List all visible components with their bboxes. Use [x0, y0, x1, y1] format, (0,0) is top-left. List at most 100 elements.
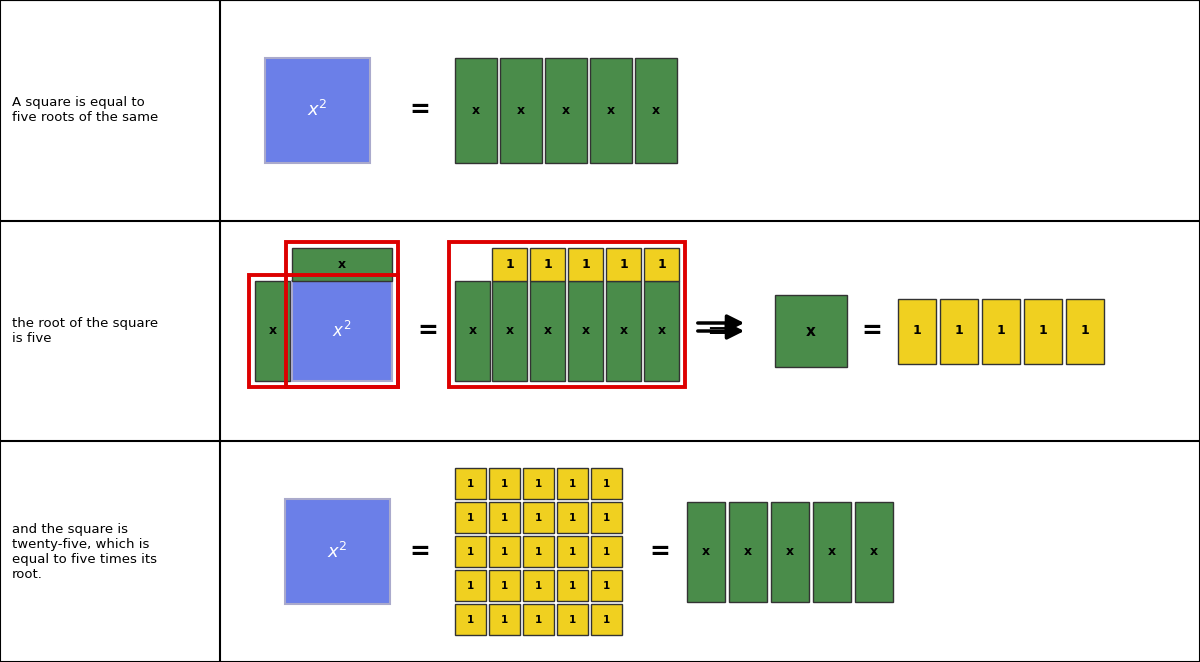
Text: x: x [658, 324, 666, 338]
Text: $x^2$: $x^2$ [307, 101, 328, 120]
Bar [455, 604, 486, 635]
Bar [557, 502, 588, 533]
Text: x: x [562, 104, 570, 117]
Text: x: x [517, 104, 526, 117]
Text: x: x [505, 324, 514, 338]
Bar [523, 536, 554, 567]
Text: 1: 1 [500, 479, 508, 489]
Bar [545, 58, 587, 163]
Bar [814, 502, 851, 602]
Bar [490, 570, 520, 601]
Text: 1: 1 [1039, 324, 1048, 338]
Bar [982, 299, 1020, 363]
Text: 1: 1 [602, 479, 610, 489]
Text: x: x [338, 258, 346, 271]
Bar [644, 281, 679, 381]
Bar [592, 502, 622, 533]
Text: 1: 1 [569, 581, 576, 591]
Bar [530, 281, 565, 381]
Text: x: x [786, 545, 794, 558]
Text: 1: 1 [467, 614, 474, 625]
Bar [500, 58, 542, 163]
Text: 1: 1 [500, 547, 508, 557]
Text: 1: 1 [955, 324, 964, 338]
Text: x: x [702, 545, 710, 558]
Bar [492, 248, 527, 281]
Text: 1: 1 [658, 258, 666, 271]
Text: =: = [409, 99, 431, 122]
Text: 1: 1 [467, 479, 474, 489]
Text: x: x [870, 545, 878, 558]
Bar [568, 248, 602, 281]
Bar [592, 536, 622, 567]
Text: 1: 1 [569, 512, 576, 523]
Text: 1: 1 [602, 614, 610, 625]
Text: 1: 1 [544, 258, 552, 271]
Bar [772, 502, 809, 602]
Bar [250, 275, 398, 387]
Bar [449, 242, 685, 387]
Text: x: x [269, 324, 276, 338]
Bar [455, 570, 486, 601]
Bar [606, 248, 641, 281]
Text: 1: 1 [467, 581, 474, 591]
Bar [455, 58, 497, 163]
Text: 1: 1 [467, 512, 474, 523]
Bar [523, 502, 554, 533]
Text: x: x [619, 324, 628, 338]
Text: 1: 1 [997, 324, 1006, 338]
Bar [606, 281, 641, 381]
Bar [455, 281, 490, 381]
Bar [490, 502, 520, 533]
Bar [686, 502, 725, 602]
Bar [635, 58, 677, 163]
Bar [490, 536, 520, 567]
Text: 1: 1 [505, 258, 514, 271]
Bar [940, 299, 978, 363]
Bar [286, 242, 398, 387]
Bar [557, 536, 588, 567]
Text: 1: 1 [535, 547, 542, 557]
Bar [730, 502, 767, 602]
Text: 1: 1 [500, 581, 508, 591]
Text: 1: 1 [569, 614, 576, 625]
Text: x: x [744, 545, 752, 558]
Bar [568, 281, 602, 381]
Text: 1: 1 [913, 324, 922, 338]
Bar [492, 281, 527, 381]
Text: 1: 1 [602, 547, 610, 557]
Bar [292, 281, 392, 381]
Bar [265, 58, 370, 163]
Text: x: x [652, 104, 660, 117]
Bar [856, 502, 893, 602]
Text: =: = [418, 319, 438, 343]
Bar [490, 604, 520, 635]
Text: 1: 1 [535, 581, 542, 591]
Text: 1: 1 [500, 512, 508, 523]
Text: 1: 1 [467, 547, 474, 557]
Bar [644, 248, 679, 281]
Text: 1: 1 [602, 512, 610, 523]
Bar [557, 468, 588, 499]
Bar [523, 570, 554, 601]
Bar [286, 499, 390, 604]
Text: x: x [472, 104, 480, 117]
Text: x: x [582, 324, 589, 338]
Text: $x^2$: $x^2$ [328, 542, 348, 561]
Bar [523, 604, 554, 635]
Text: x: x [828, 545, 836, 558]
Text: A square is equal to
five roots of the same: A square is equal to five roots of the s… [12, 97, 158, 124]
Bar [557, 570, 588, 601]
Bar [1066, 299, 1104, 363]
Text: $x^2$: $x^2$ [332, 321, 352, 341]
Text: 1: 1 [535, 614, 542, 625]
Text: =: = [409, 540, 431, 563]
Bar [523, 468, 554, 499]
Text: 1: 1 [535, 479, 542, 489]
Text: 1: 1 [569, 547, 576, 557]
Text: 1: 1 [619, 258, 628, 271]
Bar [455, 468, 486, 499]
Bar [898, 299, 936, 363]
Bar [490, 468, 520, 499]
Text: 1: 1 [500, 614, 508, 625]
